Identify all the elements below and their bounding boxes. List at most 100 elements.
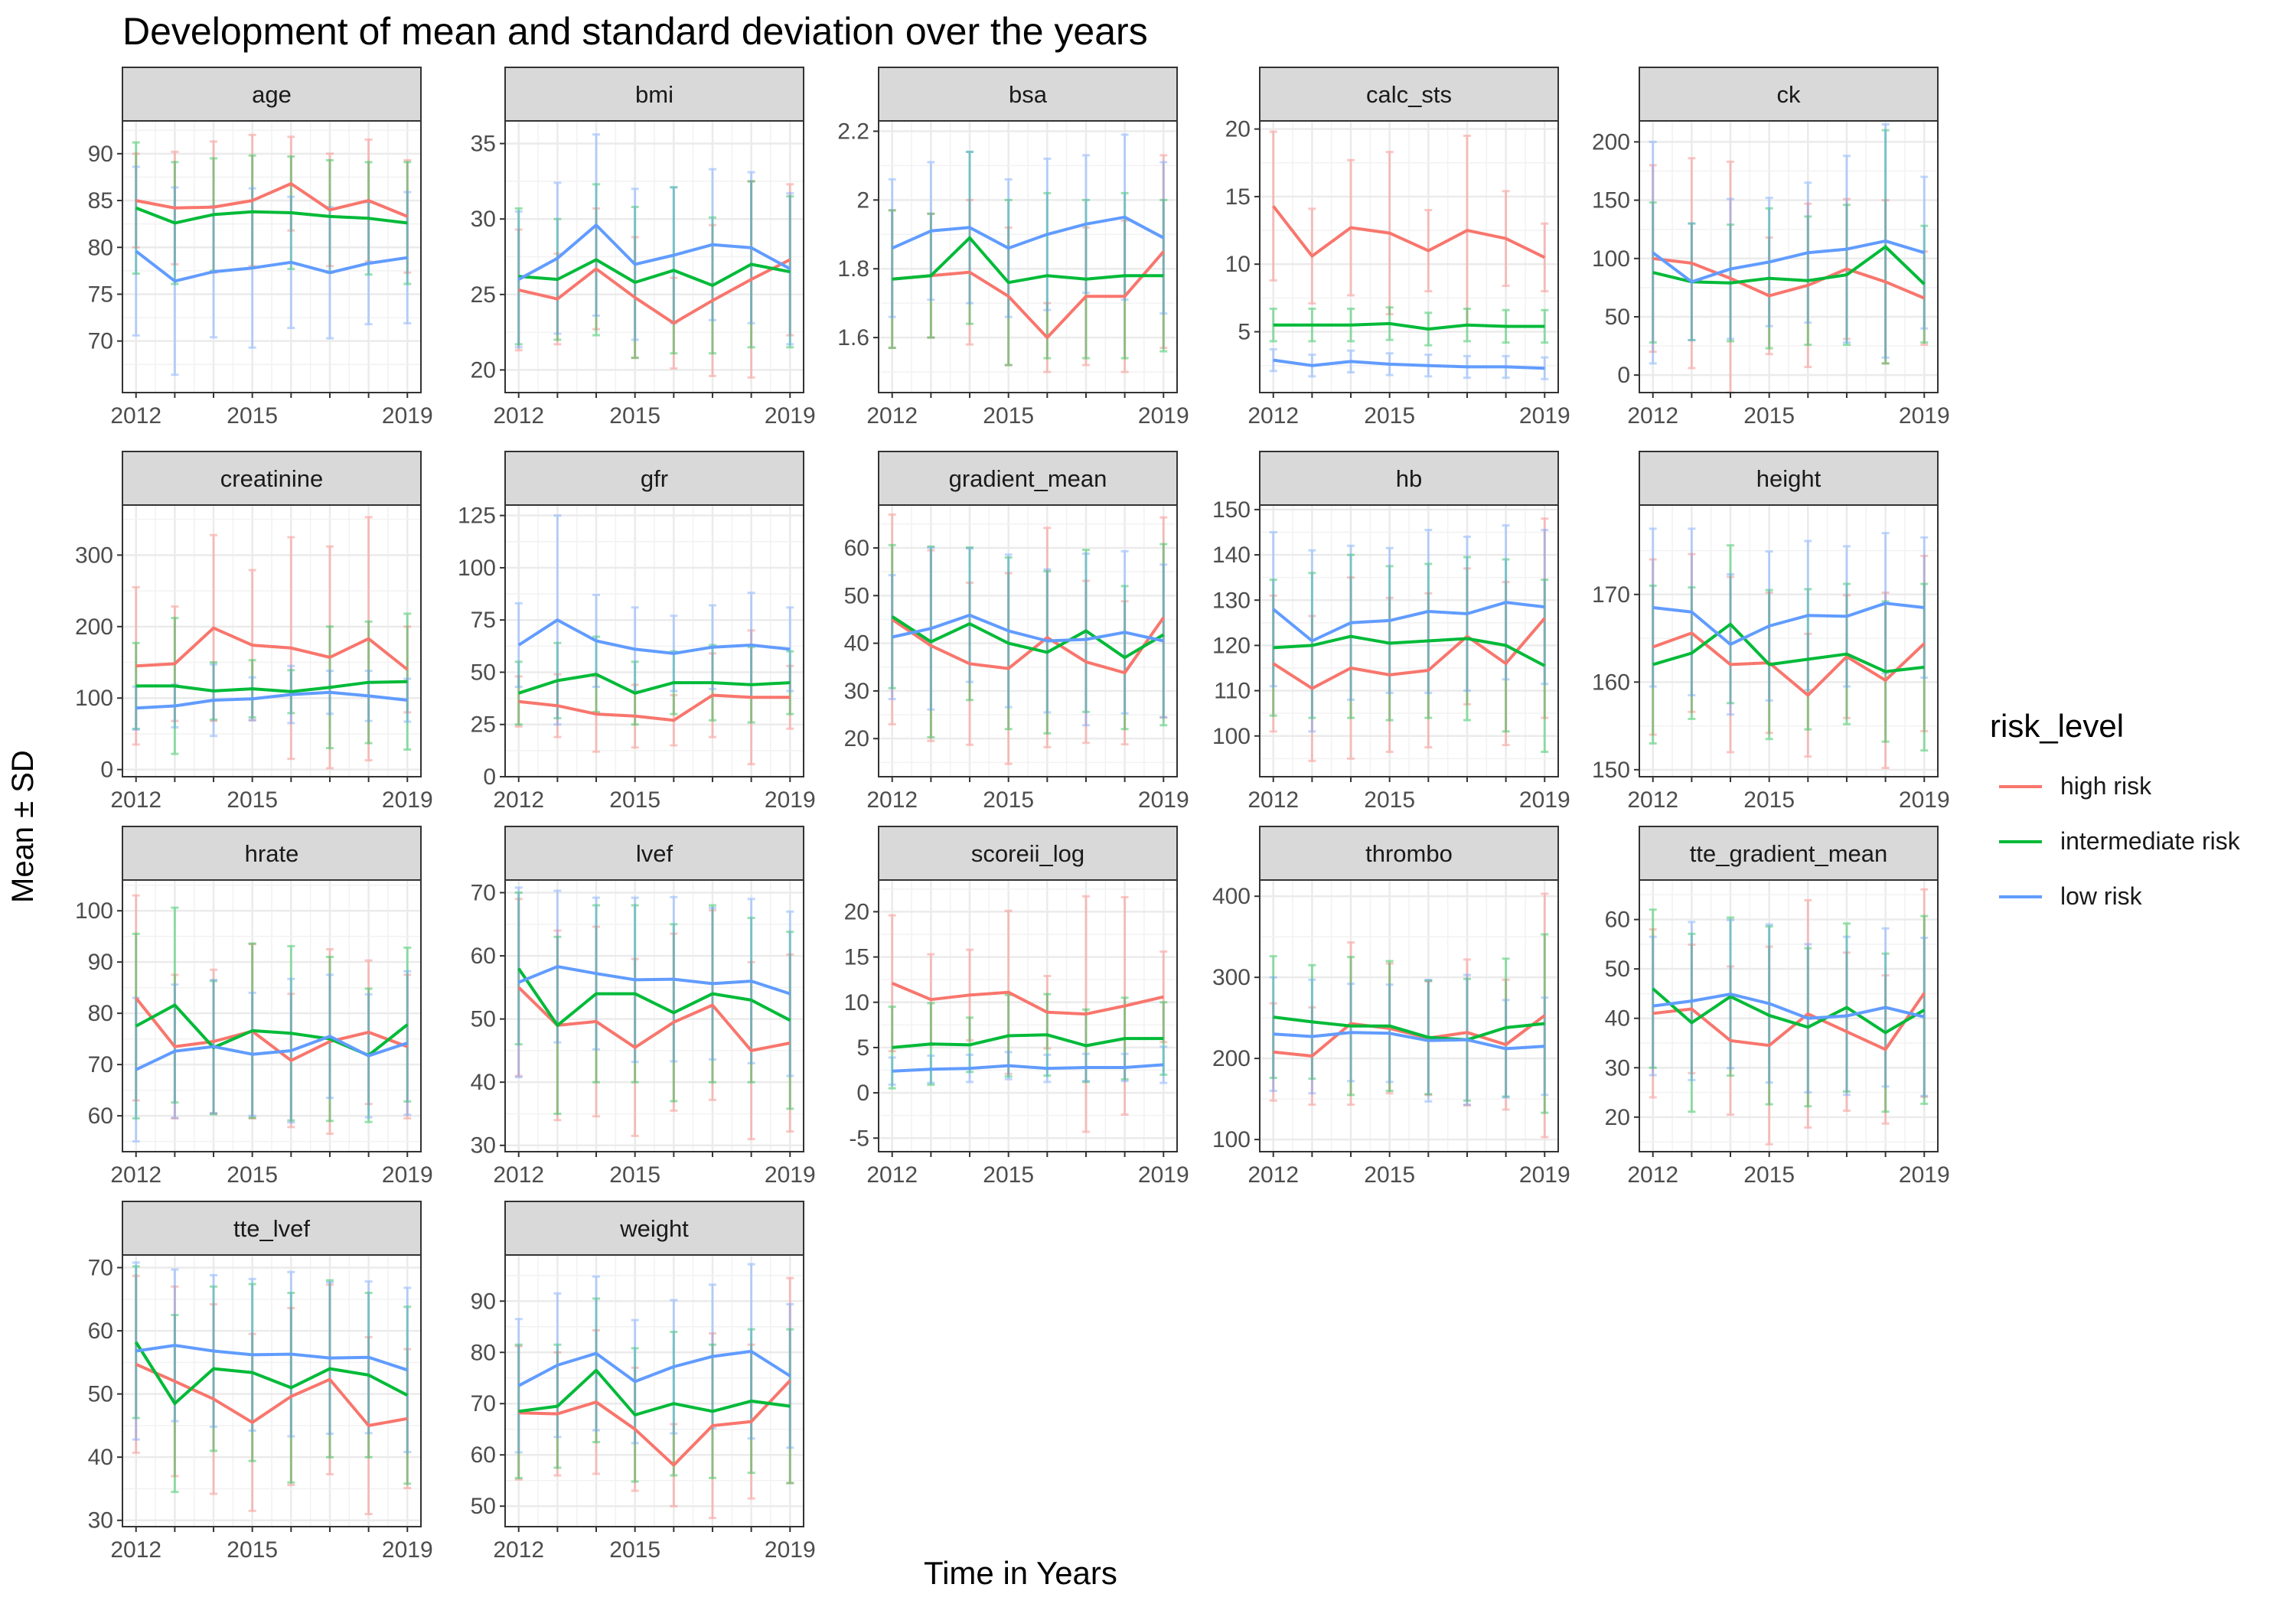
y-tick-label: 25 (471, 282, 496, 308)
x-tick-label: 2019 (1519, 403, 1570, 429)
legend-item-high-risk: high risk (1990, 758, 2240, 813)
x-tick-label: 2015 (1743, 403, 1795, 429)
facet-strip (504, 826, 804, 881)
series-line-low-risk (1273, 1031, 1545, 1051)
y-tick-label: 170 (1592, 582, 1630, 608)
x-tick-label: 2012 (493, 1537, 544, 1563)
facet-panel-hb: hb 100 110 120 130 140 150 2012 2015 2019 (1212, 451, 1570, 813)
y-tick-label: 60 (844, 536, 869, 561)
y-tick-label: 20 (1225, 117, 1251, 142)
legend-item-low-risk: low risk (1990, 869, 2240, 924)
series-line-intermediate-risk (891, 615, 1165, 660)
y-tick-label: 400 (1212, 884, 1251, 909)
series-line-intermediate-risk (518, 1368, 791, 1416)
series-line-high-risk (518, 693, 791, 722)
legend: risk_level high risk intermediate risk l… (1990, 708, 2240, 924)
x-tick-label: 2019 (382, 1162, 433, 1188)
facet-strip-label: scoreii_log (971, 840, 1084, 867)
x-tick-label: 2012 (110, 403, 161, 429)
x-tick-label: 2019 (1899, 403, 1950, 429)
x-tick-label: 2015 (1743, 1162, 1795, 1188)
y-tick-label: 80 (88, 1001, 113, 1026)
y-tick-label: 50 (1605, 957, 1630, 982)
series-line-high-risk (1272, 205, 1546, 259)
facet-strip-label: height (1756, 465, 1821, 492)
y-tick-label: -5 (849, 1126, 869, 1151)
y-tick-label: 150 (1592, 188, 1630, 214)
facet-strip-label: gfr (641, 465, 668, 492)
y-tick-label: 70 (88, 329, 113, 354)
panel-border (504, 120, 804, 393)
facet-strip (122, 451, 422, 506)
facet-strip-label: calc_sts (1366, 81, 1452, 108)
facet-strip (504, 67, 804, 122)
facet-strip-label: gradient_mean (949, 465, 1107, 492)
chart-title: Development of mean and standard deviati… (122, 10, 1148, 53)
series-line-high-risk (1652, 256, 1926, 300)
facet-strip-label: tte_gradient_mean (1690, 840, 1888, 867)
y-tick-label: 60 (471, 944, 496, 969)
facet-panel-lvef: lvef 30 40 50 60 70 2012 2015 2019 (471, 826, 816, 1188)
panel-border (504, 879, 804, 1152)
x-tick-label: 2012 (866, 787, 918, 813)
facet-panel-bmi: bmi 20 25 30 35 2012 2015 2019 (471, 67, 816, 429)
panel-border (504, 1254, 804, 1527)
x-tick-label: 2015 (609, 787, 660, 813)
y-tick-label: 80 (471, 1340, 496, 1365)
y-tick-label: 2.2 (837, 119, 869, 144)
y-tick-label: 70 (88, 1256, 113, 1281)
y-tick-label: 80 (88, 235, 113, 260)
y-tick-label: 70 (471, 1391, 496, 1416)
facet-panel-age: age 70 75 80 85 90 2012 2015 2019 (88, 67, 433, 429)
facet-panel-gradient-mean: gradient_mean 20 30 40 50 60 2012 2015 2019 (844, 451, 1189, 813)
series-line-low-risk (892, 1063, 1164, 1073)
series-line-high-risk (1272, 617, 1546, 690)
series-line-low-risk (135, 1035, 408, 1071)
x-tick-label: 2015 (983, 787, 1034, 813)
series-line-intermediate-risk (1273, 321, 1545, 331)
series-line-low-risk (1272, 601, 1545, 643)
y-tick-label: 30 (471, 207, 496, 232)
facet-strip-label: creatinine (220, 465, 323, 492)
x-tick-label: 2019 (382, 403, 433, 429)
y-tick-label: 200 (1592, 129, 1630, 155)
y-tick-label: 130 (1212, 588, 1251, 613)
x-tick-label: 2015 (227, 403, 278, 429)
series-line-high-risk (892, 250, 1165, 340)
series-line-intermediate-risk (517, 967, 791, 1027)
y-tick-label: 30 (471, 1133, 496, 1159)
y-tick-label: 100 (75, 898, 113, 924)
y-tick-label: 85 (88, 188, 113, 214)
y-tick-label: 40 (844, 631, 869, 657)
x-tick-label: 2015 (227, 787, 278, 813)
y-tick-label: 0 (856, 1081, 869, 1106)
y-tick-label: 75 (471, 608, 496, 633)
series-line-high-risk (135, 1362, 408, 1427)
series-line-high-risk (518, 1379, 791, 1467)
series-line-low-risk (135, 1344, 408, 1372)
series-line-low-risk (892, 613, 1164, 643)
error-bars-low-risk (888, 546, 1168, 727)
series-line-intermediate-risk (892, 1033, 1164, 1049)
series-line-intermediate-risk (518, 258, 791, 287)
facet-panel-thrombo: thrombo 100 200 300 400 2012 2015 2019 (1212, 826, 1570, 1188)
y-tick-label: 60 (88, 1103, 113, 1129)
facet-panel-tte-lvef: tte_lvef 30 40 50 60 70 2012 2015 2019 (88, 1201, 433, 1563)
x-tick-label: 2012 (110, 1537, 161, 1563)
x-tick-label: 2012 (866, 1162, 918, 1188)
y-tick-label: 40 (1605, 1006, 1630, 1032)
y-tick-label: 150 (1592, 758, 1630, 783)
facet-strip (878, 67, 1178, 122)
y-tick-label: 300 (1212, 965, 1251, 990)
legend-key-intermediate-risk (1990, 826, 2051, 856)
y-tick-label: 0 (100, 758, 113, 783)
series-line-low-risk (517, 965, 791, 996)
x-tick-label: 2019 (382, 787, 433, 813)
series-line-high-risk (1273, 1014, 1546, 1058)
series-line-low-risk (517, 223, 791, 281)
panel-border (1639, 879, 1939, 1152)
y-tick-label: 200 (1212, 1046, 1251, 1071)
x-tick-label: 2012 (1247, 787, 1299, 813)
series-line-high-risk (1652, 631, 1926, 697)
